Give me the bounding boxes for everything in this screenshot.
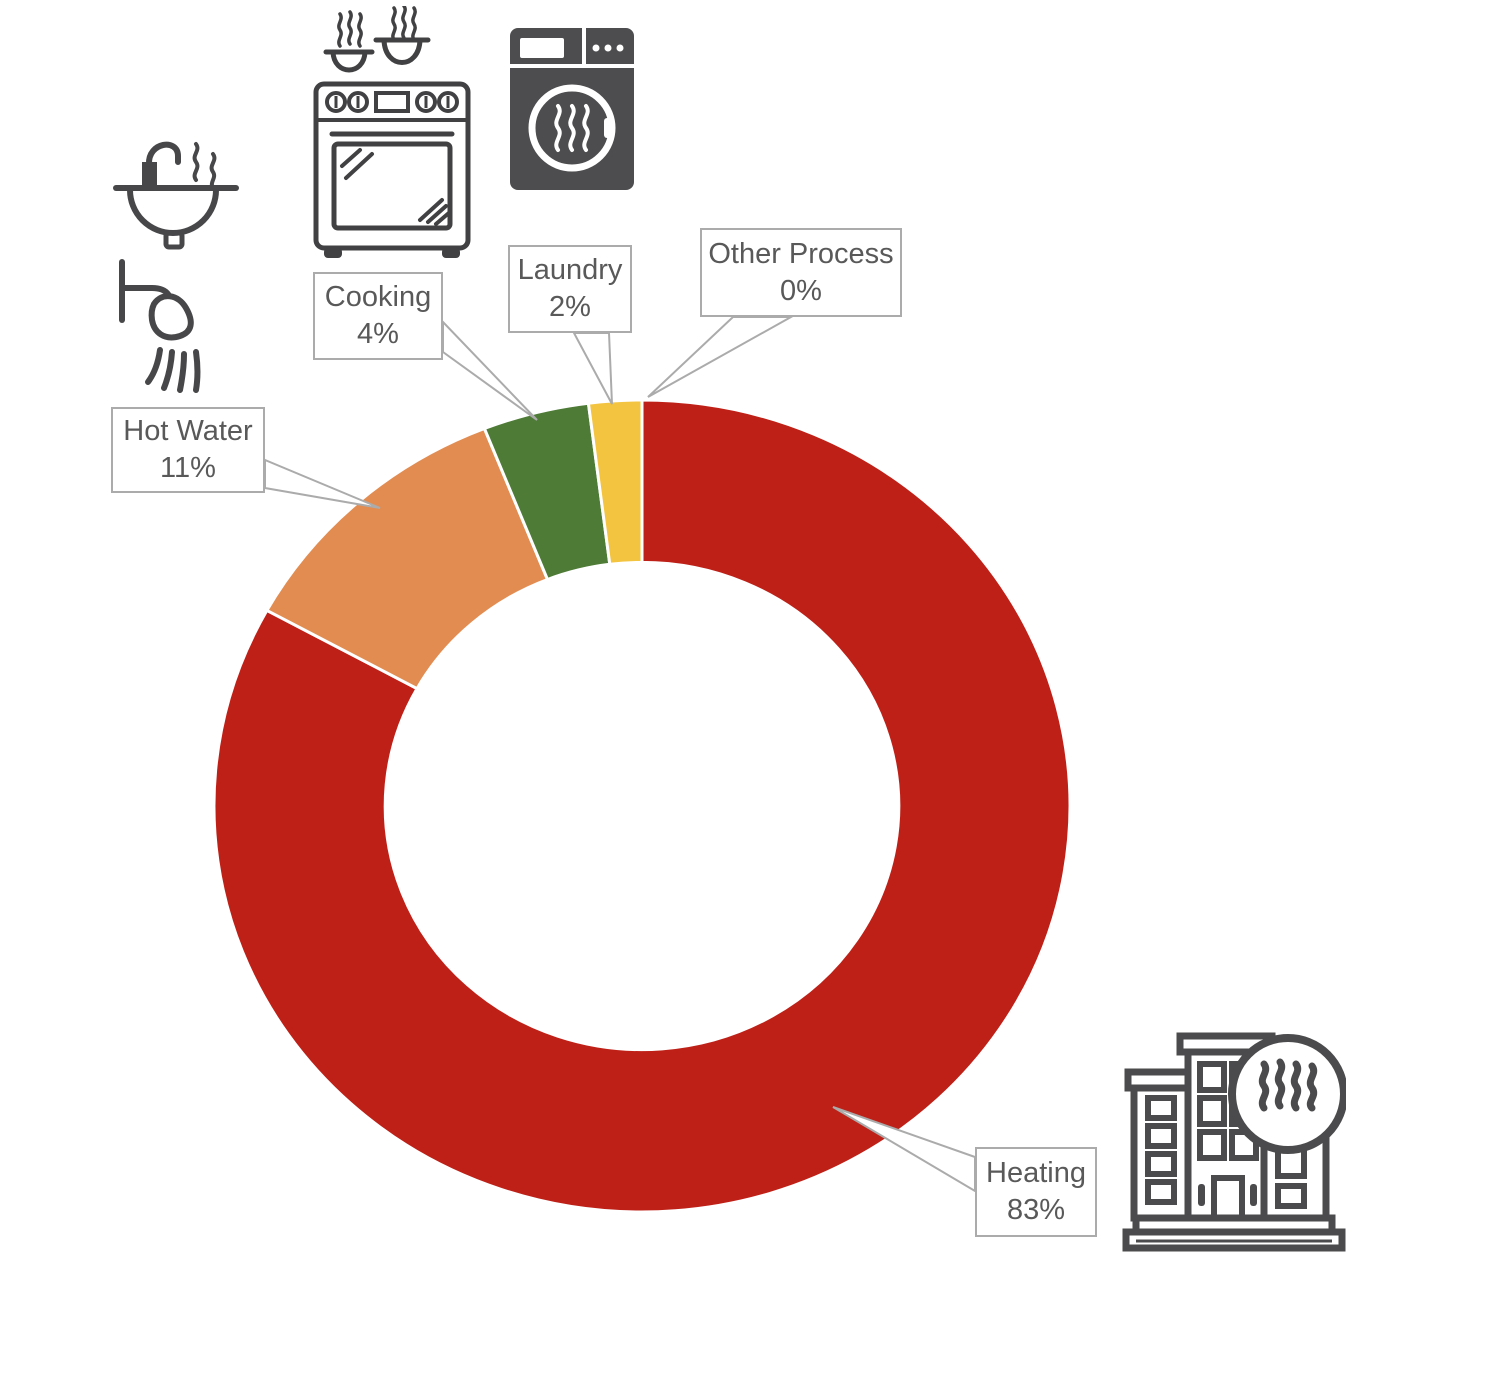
- sink-steam-icon: [112, 128, 240, 254]
- segment-heating: [212, 398, 1072, 1214]
- laundry-pct: 2%: [549, 291, 591, 323]
- hot-water-pct: 11%: [160, 452, 216, 484]
- cooking-pct: 4%: [357, 318, 399, 350]
- washing-machine-icon: [508, 26, 636, 192]
- stove-icon: [308, 6, 476, 260]
- other-process-callout-tail: [647, 316, 795, 398]
- heating-label: Heating: [986, 1157, 1086, 1189]
- cooking-label: Cooking: [324, 281, 432, 313]
- other-process-pct: 0%: [780, 274, 822, 307]
- hot-water-callout-tail: [264, 458, 381, 509]
- other-process-callout: Other Process 0%: [700, 228, 902, 317]
- laundry-label: Laundry: [517, 254, 623, 286]
- segment-laundry: [586, 398, 644, 566]
- cooking-callout: Cooking 4%: [313, 272, 443, 360]
- hot-water-label: Hot Water: [123, 415, 253, 447]
- cooking-callout-tail: [442, 319, 538, 421]
- other-process-label: Other Process: [708, 237, 894, 270]
- hot-water-callout: Hot Water 11%: [111, 407, 265, 493]
- shower-icon: [112, 258, 232, 398]
- laundry-callout-tail: [572, 332, 613, 405]
- laundry-callout: Laundry 2%: [508, 245, 632, 333]
- heating-callout: Heating 83%: [975, 1147, 1097, 1237]
- doughnut-segments: [212, 398, 1072, 1214]
- building-heat-icon: [1122, 1026, 1346, 1252]
- heating-pct: 83%: [1006, 1194, 1066, 1226]
